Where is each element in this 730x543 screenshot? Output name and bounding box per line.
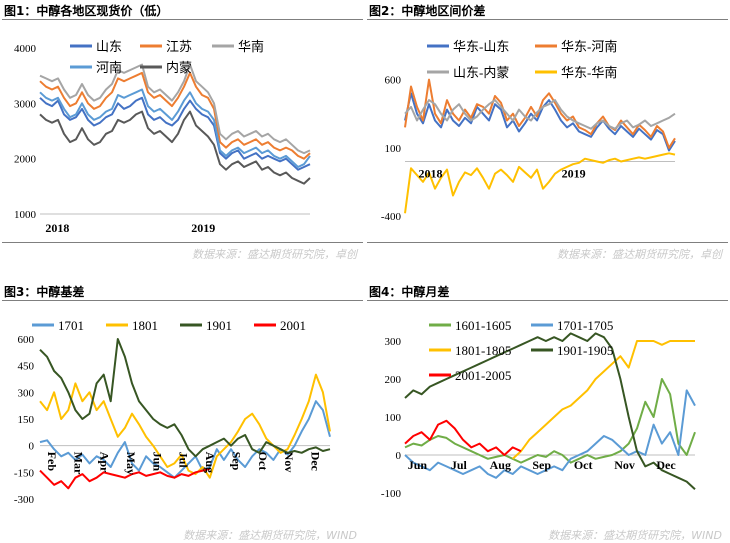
x-tick-label: 2018 xyxy=(45,221,69,235)
series-line-4 xyxy=(404,332,696,490)
x-tick-label: Mar xyxy=(71,452,85,475)
title-rule xyxy=(367,300,728,301)
x-tick-label: Sep xyxy=(229,452,243,471)
y-tick-label: 4000 xyxy=(14,43,37,55)
bottom-rule xyxy=(367,242,728,243)
legend-label: 1701 xyxy=(58,318,84,333)
legend-label: 河南 xyxy=(96,60,122,75)
title-rule xyxy=(2,19,363,20)
series-line-4 xyxy=(39,467,211,490)
source-note: 数据来源：盛达期货研究院，卓创 xyxy=(192,248,357,261)
x-tick-label: Jun xyxy=(150,452,164,472)
y-tick-label: -100 xyxy=(381,488,402,500)
chart-basis: -300 -150 0 150 300 450 600 Feb Mar Apr May Jun Jul A… xyxy=(14,318,331,506)
y-tick-label: 1000 xyxy=(14,209,37,221)
x-tick-label: Dec xyxy=(656,458,676,472)
panel-title: 图4：中醇月差 xyxy=(369,285,450,299)
legend-label: 内蒙 xyxy=(166,60,192,75)
title-rule xyxy=(367,19,728,20)
panel-title: 图3：中醇基差 xyxy=(4,285,85,299)
legend-label: 2001-2005 xyxy=(455,368,511,383)
x-tick-label: Jun xyxy=(408,458,428,472)
panel-title: 图1：中醇各地区现货价（低） xyxy=(4,4,169,18)
x-tick-label: Sep xyxy=(532,458,551,472)
legend-label: 山东-内蒙 xyxy=(453,65,509,80)
y-tick-label: 600 xyxy=(18,334,35,346)
series-line-3 xyxy=(39,63,311,155)
series-line-1 xyxy=(404,378,696,464)
x-tick-label: Jul xyxy=(451,458,468,472)
y-tick-label: -400 xyxy=(381,211,402,223)
series-line-2 xyxy=(39,373,331,479)
y-tick-label: 0 xyxy=(29,441,35,453)
source-note: 数据来源：盛达期货研究院，WIND xyxy=(548,529,722,542)
legend-label: 山东 xyxy=(96,39,122,54)
y-tick-label: 3000 xyxy=(14,98,37,110)
x-tick-label: Aug xyxy=(203,452,217,473)
series-line-2 xyxy=(39,71,311,160)
legend-label: 华南 xyxy=(238,39,264,54)
series-line-3 xyxy=(512,340,695,460)
x-tick-label: Aug xyxy=(490,458,511,472)
x-tick-label: Nov xyxy=(614,458,635,472)
series-line-3 xyxy=(404,99,676,130)
bottom-rule xyxy=(2,242,363,243)
legend-label: 1601-1605 xyxy=(455,318,511,333)
y-tick-label: 300 xyxy=(385,336,402,348)
title-rule xyxy=(2,300,363,301)
y-tick-label: 100 xyxy=(385,412,402,424)
x-tick-label: Oct xyxy=(256,452,270,471)
x-tick-label: Oct xyxy=(574,458,593,472)
y-tick-label: 0 xyxy=(396,450,402,462)
y-tick-label: 200 xyxy=(385,374,402,386)
source-note: 数据来源：盛达期货研究院，WIND xyxy=(183,529,357,542)
legend-label: 1801-1805 xyxy=(455,343,511,358)
source-note: 数据来源：盛达期货研究院，卓创 xyxy=(557,248,722,261)
y-tick-label: 100 xyxy=(385,143,402,155)
series-line-4 xyxy=(39,88,311,168)
y-tick-label: -150 xyxy=(14,467,35,479)
y-tick-label: -300 xyxy=(14,494,35,506)
legend-label: 江苏 xyxy=(166,39,192,54)
x-tick-label: Jul xyxy=(177,452,191,469)
x-tick-label: May xyxy=(124,452,138,475)
x-tick-label: Apr xyxy=(98,452,112,473)
x-tick-label: 2018 xyxy=(419,166,443,180)
legend-label: 2001 xyxy=(280,318,306,333)
legend-label: 华东-华南 xyxy=(561,65,617,80)
y-tick-label: 300 xyxy=(18,387,35,399)
series-line-2 xyxy=(404,389,696,479)
x-tick-label: 2019 xyxy=(562,166,586,180)
legend-label: 华东-山东 xyxy=(453,39,509,54)
x-tick-label: 2019 xyxy=(191,221,215,235)
series-line-1 xyxy=(39,96,311,171)
x-tick-label: Nov xyxy=(282,452,296,473)
series-line-1 xyxy=(404,92,676,152)
legend-label: 1901 xyxy=(206,318,232,333)
series-line-5 xyxy=(404,419,522,456)
panel-2: 图2：中醇地区间价差 -400 100 600 2018 2019 华东-山东 华东-河南山… xyxy=(365,0,730,271)
y-tick-label: 150 xyxy=(18,414,35,426)
y-tick-label: 600 xyxy=(385,75,402,87)
y-tick-label: 2000 xyxy=(14,154,37,166)
x-tick-label: Dec xyxy=(309,452,323,472)
legend-label: 华东-河南 xyxy=(561,39,617,54)
panel-3: 图3：中醇基差 -300 -150 0 150 300 450 600 Feb Mar Apr Ma… xyxy=(0,271,365,542)
chart-month-spread: -100 0 100 200 300 Jun Jul Aug Sep Oct Nov Dec 1601-… xyxy=(381,318,696,500)
series-line-4 xyxy=(404,152,676,214)
y-tick-label: 450 xyxy=(18,361,35,373)
legend-label: 1801 xyxy=(132,318,158,333)
panel-1: 图1：中醇各地区现货价（低） 1000 2000 3000 4000 2018 2019 山… xyxy=(0,0,365,271)
x-tick-label: Feb xyxy=(45,452,59,472)
series-line-3 xyxy=(39,338,331,458)
legend-label: 1901-1905 xyxy=(557,343,613,358)
panel-4: 图4：中醇月差 -100 0 100 200 300 Jun Jul Aug Sep Oct Nov… xyxy=(365,271,730,542)
series-line-5 xyxy=(39,110,311,185)
legend-label: 1701-1705 xyxy=(557,318,613,333)
panel-title: 图2：中醇地区间价差 xyxy=(369,4,486,18)
